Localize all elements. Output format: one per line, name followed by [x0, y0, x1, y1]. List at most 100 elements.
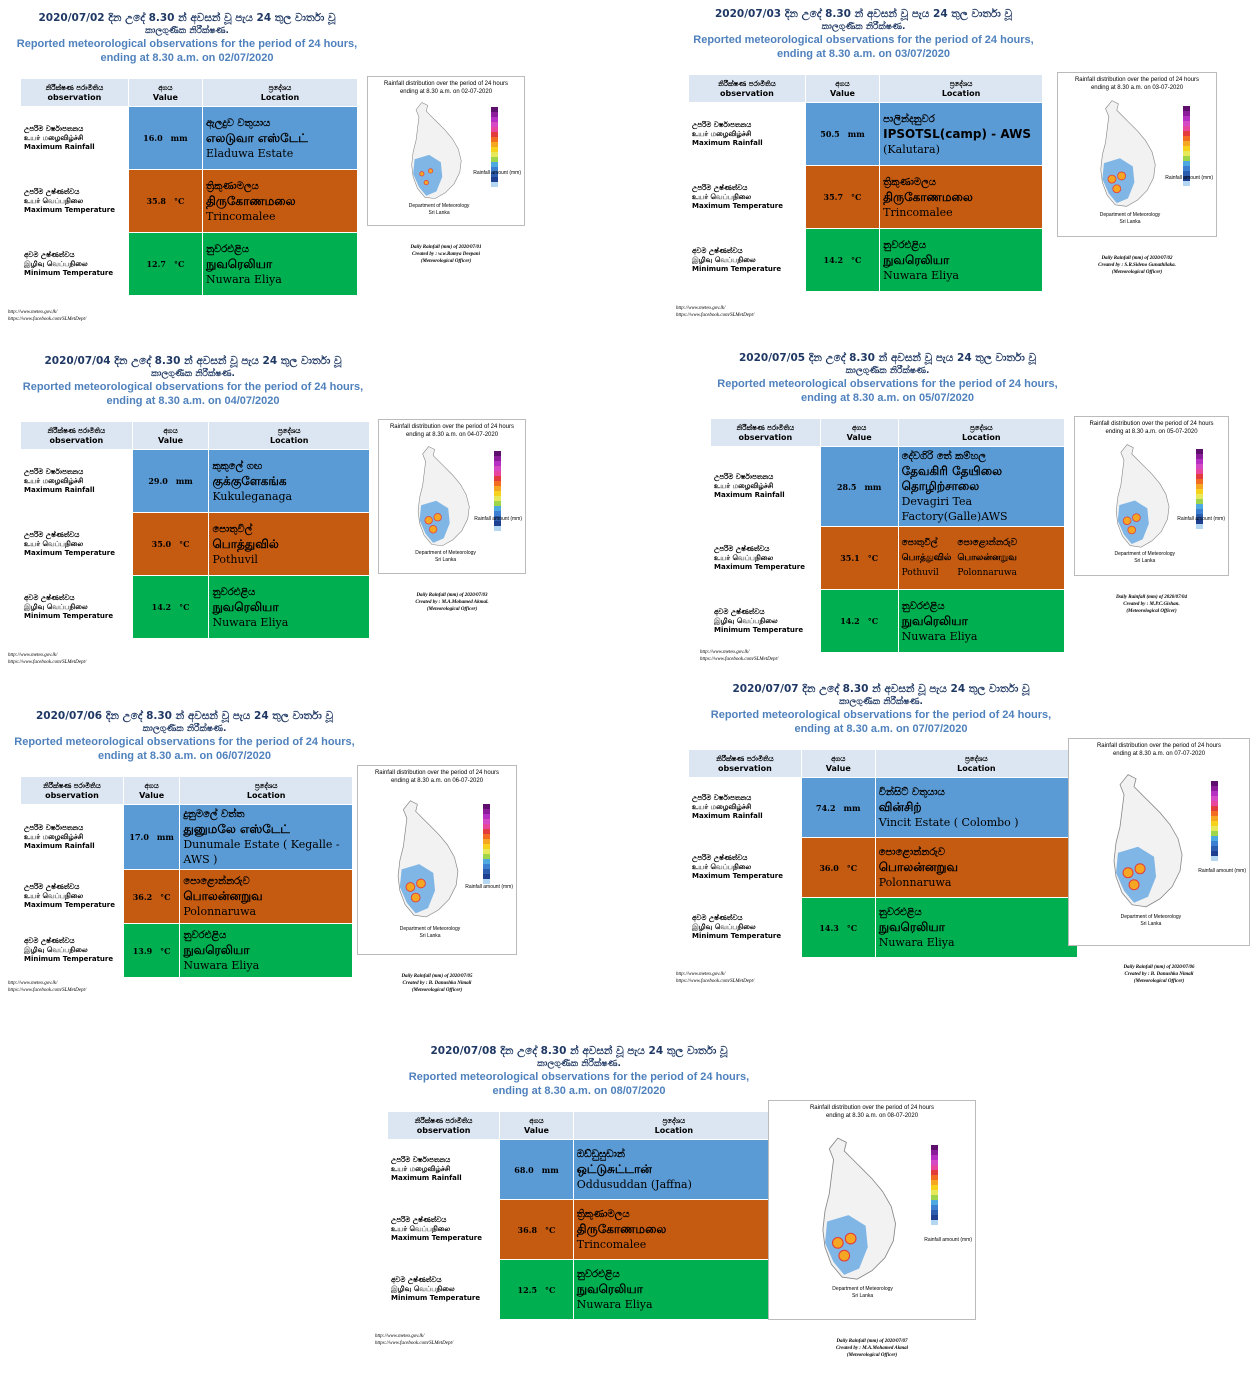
- link-facebook[interactable]: https://www.facebook.com/SLMetDept/: [676, 979, 755, 984]
- map-department: Department of Meteorology Sri Lanka: [390, 926, 470, 940]
- header-en-line1: Reported meteorological observations for…: [693, 34, 1034, 46]
- label-si: උපරිම වර්ෂාපතනය: [714, 473, 774, 481]
- credit-line1: Daily Rainfall (mm) of 2020/07/02: [1101, 256, 1173, 261]
- scale-swatch: [1210, 785, 1218, 791]
- label-ta: உயர் வெப்பநிலை: [24, 196, 84, 205]
- col-location-si: ප්‍රදේශය: [254, 781, 278, 790]
- col-location-en: Location: [654, 1125, 694, 1135]
- row-label: අවම උෂ්ණත්වය இழிவு வெப்பநிலை Minimum Tempe…: [710, 589, 821, 653]
- scale-swatch: [482, 844, 490, 849]
- value-number: 14.3: [819, 922, 839, 933]
- scale-swatch: [1210, 780, 1218, 786]
- link-website[interactable]: http://www.meteo.gov.lk/: [375, 1334, 425, 1339]
- scale-swatch: [1195, 519, 1203, 524]
- map-dept-line1: Department of Meteorology: [832, 1285, 893, 1292]
- row-location: දුනුමලේ වත්ත துனுமலே எஸ்டேட் Dunumale Esta…: [179, 804, 353, 870]
- map-title-line1: Rainfall distribution over the period of…: [1096, 743, 1222, 749]
- label-si: උපරිම වර්ෂාපතනය: [391, 1156, 451, 1164]
- map-dept-line1: Department of Meteorology: [1120, 913, 1182, 920]
- row-label: උපරිම උෂ්ණත්වය உயர் வெப்பநிலை Maximum Temp…: [20, 512, 133, 576]
- credit-line3: (Meteorological Officer): [411, 988, 463, 993]
- location-ta: பொலன்னறுவ: [878, 860, 958, 874]
- link-facebook[interactable]: https://www.facebook.com/SLMetDept/: [375, 1341, 454, 1346]
- header-date: 2020/07/05: [738, 352, 806, 364]
- scale-swatch: [491, 172, 499, 177]
- header-en-prefix: ending at 8.30 a.m. on: [100, 52, 216, 64]
- row-label: අවම උෂ්ණත්වය இழிவு வெப்பநிலை Minimum Tempe…: [386, 1259, 501, 1320]
- value-unit: °C: [173, 196, 185, 206]
- link-facebook[interactable]: https://www.facebook.com/SLMetDept/: [676, 313, 755, 318]
- row-label: උපරිම වර්ෂාපතනය உயர் மழைவிழ்ச்சி Maximum R…: [20, 804, 124, 870]
- row-location: ඔඩ්ඩුසුඩාන් ஒட்டுசுட்டான் Oddusuddan (Jaff…: [572, 1139, 776, 1200]
- label-si: අවම උෂ්ණත්වය: [692, 246, 743, 255]
- map-title: Rainfall distribution over the period of…: [358, 766, 516, 788]
- rainfall-hotspot: [419, 171, 425, 177]
- scale-swatch: [494, 521, 502, 526]
- bulletin-panel: 2020/07/03 දින උදේ 8.30 න් අවසන් වූ පැය …: [676, 8, 1217, 338]
- map-title: Rainfall distribution over the period of…: [1075, 417, 1228, 439]
- col-location: ප්‍රදේශය Location: [208, 421, 370, 450]
- row-label: උපරිම වර්ෂාපතනය உயர் மழைவிழ்ச்சி Maximum R…: [710, 446, 821, 527]
- scale-swatch: [1195, 499, 1203, 504]
- map-credit: Daily Rainfall (mm) of 2020/07/05 Created…: [367, 973, 507, 994]
- map-credit: Daily Rainfall (mm) of 2020/07/02 Created…: [1067, 255, 1207, 276]
- scale-swatch: [494, 456, 502, 461]
- link-website[interactable]: http://www.meteo.gov.lk/: [676, 306, 726, 311]
- link-website[interactable]: http://www.meteo.gov.lk/: [8, 981, 58, 986]
- value-unit: mm: [843, 802, 861, 813]
- scale-swatch: [1182, 156, 1190, 161]
- scale-swatch: [1182, 141, 1190, 146]
- header-date: 2020/07/02: [38, 12, 105, 24]
- scale-swatch: [1182, 116, 1190, 121]
- credit-line1: Daily Rainfall (mm) of 2020/07/04: [1115, 595, 1188, 600]
- sri-lanka-map-icon: [411, 102, 462, 199]
- link-website[interactable]: http://www.meteo.gov.lk/: [700, 650, 750, 655]
- label-ta: உயர் மழைவிழ்ச்சி: [24, 832, 84, 841]
- map-date: 07-07-2020: [1174, 751, 1206, 757]
- link-website[interactable]: http://www.meteo.gov.lk/: [8, 653, 58, 658]
- observation-table: නිරීක්ෂණ පරාමිතිය observation අගය Value ප්‍ර…: [688, 74, 1043, 292]
- value-number: 12.7: [146, 259, 166, 269]
- observation-table: නිරීක්ෂණ පරාමිතිය observation අගය Value ප්‍ර…: [20, 78, 359, 296]
- scale-swatch: [491, 127, 499, 132]
- link-website[interactable]: http://www.meteo.gov.lk/: [676, 972, 726, 977]
- link-facebook[interactable]: https://www.facebook.com/SLMetDept/: [8, 988, 87, 993]
- label-si: උපරිම වර්ෂාපතනය: [692, 794, 752, 802]
- location-en: Polonnaruwa: [878, 876, 952, 889]
- scale-swatch: [931, 1200, 939, 1205]
- label-en: Minimum Temperature: [24, 611, 114, 620]
- link-facebook[interactable]: https://www.facebook.com/SLMetDept/: [8, 660, 87, 665]
- value-number: 35.8: [146, 196, 166, 206]
- header-si-line: 2020/07/08 දින උදේ 8.30 න් අවසන් වූ පැය …: [375, 1045, 783, 1058]
- table-header-row: නිරීක්ෂණ පරාමිතිය observation අගය Value ප්‍ර…: [20, 421, 370, 450]
- rainfall-area: [399, 864, 435, 914]
- location-en: Trincomalee: [205, 209, 276, 223]
- link-facebook[interactable]: https://www.facebook.com/SLMetDept/: [700, 657, 779, 662]
- rainfall-area: [1116, 846, 1157, 904]
- map-credit: Daily Rainfall (mm) of 2020/07/06 Created…: [1078, 964, 1240, 985]
- map-title-prefix: ending at 8.30 a.m. on: [1112, 751, 1173, 757]
- scale-swatch: [491, 167, 499, 172]
- header-en-line2: ending at 8.30 a.m. on 06/07/2020: [8, 749, 361, 763]
- col-value: අගය Value: [819, 418, 899, 447]
- location-ta: வின்சிற்: [878, 800, 922, 814]
- value-number: 36.0: [819, 862, 839, 873]
- col-observation-si: නිරීක්ෂණ පරාමිතිය: [716, 754, 774, 763]
- credit-line3: (Meteorological Officer): [1126, 609, 1177, 614]
- scale-swatch: [931, 1190, 939, 1195]
- link-facebook[interactable]: https://www.facebook.com/SLMetDept/: [8, 317, 87, 322]
- map-dept-line2: Sri Lanka: [1134, 558, 1156, 565]
- col-location: ප්‍රදේශය Location: [572, 1111, 776, 1140]
- label-en: Maximum Rainfall: [692, 812, 763, 820]
- map-date: 06-07-2020: [452, 778, 484, 784]
- location-en: Trincomalee: [883, 205, 953, 219]
- col-location: ප්‍රදේශය Location: [874, 749, 1079, 778]
- col-location: ප්‍රදේශය Location: [179, 776, 353, 805]
- row-value: 29.0 mm: [131, 449, 210, 513]
- row-value: 13.9 °C: [122, 923, 181, 978]
- scale-swatch: [491, 137, 499, 142]
- header-date: 2020/07/03: [714, 8, 782, 20]
- bulletin-panel: 2020/07/04 දින උදේ 8.30 න් අවසන් වූ පැය …: [8, 355, 526, 685]
- link-website[interactable]: http://www.meteo.gov.lk/: [8, 310, 58, 315]
- location-en: Polonnaruwa: [183, 905, 257, 918]
